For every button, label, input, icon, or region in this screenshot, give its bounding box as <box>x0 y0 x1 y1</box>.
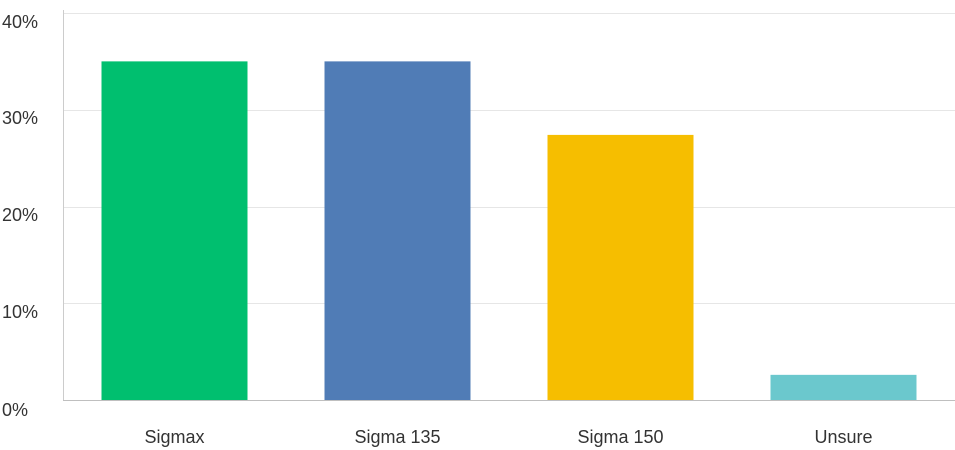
y-tick-label: 20% <box>2 205 38 225</box>
axes <box>63 10 955 401</box>
y-tick-label: 30% <box>2 108 38 128</box>
y-tick-label: 10% <box>2 302 38 322</box>
x-category-label: Sigmax <box>144 427 204 447</box>
bars <box>101 61 917 400</box>
bar-sigmax[interactable] <box>101 61 248 400</box>
y-tick-labels: 0% 10% 20% 30% 40% <box>2 12 38 420</box>
x-category-labels: Sigmax Sigma 135 Sigma 150 Unsure <box>144 427 872 447</box>
bar-sigma-150[interactable] <box>547 134 694 400</box>
x-category-label: Sigma 135 <box>354 427 440 447</box>
bar-unsure[interactable] <box>770 374 917 400</box>
y-tick-label: 40% <box>2 12 38 32</box>
bar-sigma-135[interactable] <box>324 61 471 400</box>
x-category-label: Unsure <box>814 427 872 447</box>
y-tick-label: 0% <box>2 400 28 420</box>
x-category-label: Sigma 150 <box>577 427 663 447</box>
